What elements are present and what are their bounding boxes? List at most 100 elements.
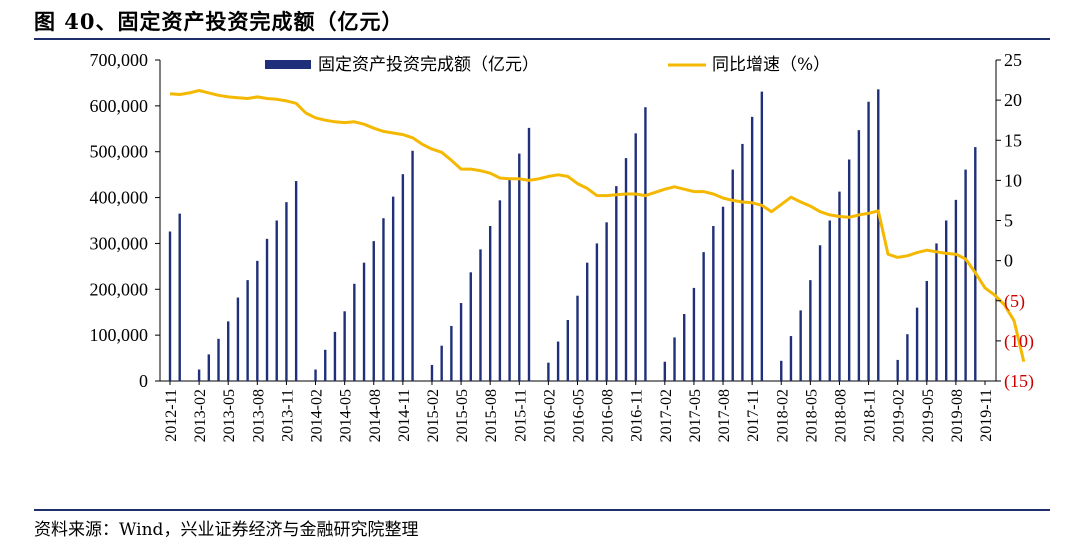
x-tick-label: 2015-08: [483, 389, 500, 442]
x-tick-label: 2017-05: [687, 389, 704, 442]
investment-bar: [896, 359, 899, 381]
investment-bar: [780, 360, 783, 381]
x-tick-label: 2015-02: [425, 389, 442, 442]
investment-bar: [818, 245, 822, 381]
right-tick-label: (5): [1004, 291, 1025, 312]
x-tick-label: 2014-02: [309, 389, 326, 442]
investment-bar: [314, 369, 317, 381]
x-tick-label: 2016-11: [629, 389, 646, 442]
investment-bar: [343, 311, 346, 381]
investment-bar: [324, 349, 327, 381]
investment-bar: [207, 354, 211, 381]
investment-bar: [401, 174, 405, 381]
investment-bar: [217, 338, 220, 381]
investment-bar: [459, 303, 463, 381]
investment-bar: [847, 159, 851, 381]
investment-bar: [799, 310, 802, 381]
left-tick-label: 0: [139, 371, 148, 391]
x-tick-label: 2016-02: [541, 389, 558, 442]
right-tick-label: 5: [1004, 211, 1013, 231]
x-tick-label: 2012-11: [163, 389, 180, 442]
investment-bar: [935, 243, 938, 381]
investment-bar: [508, 177, 511, 381]
investment-bar: [925, 281, 928, 381]
investment-chart: 0 100,000 200,000 300,000 400,000 500,000 600,…: [90, 50, 1035, 442]
investment-bar: [556, 341, 560, 381]
legend-bar-label: 固定资产投资完成额（亿元）: [318, 55, 539, 75]
left-tick-label: 100,000: [90, 325, 149, 345]
investment-bar: [644, 107, 647, 382]
x-tick-label: 2019-05: [920, 389, 937, 442]
investment-bar: [702, 252, 705, 381]
figure-title: 图 40、固定资产投资完成额（亿元）: [34, 9, 404, 34]
investment-bar: [634, 133, 637, 381]
left-tick-label: 300,000: [90, 233, 149, 253]
investment-bar: [275, 220, 278, 381]
investment-bar: [624, 158, 628, 381]
investment-bar: [227, 321, 230, 381]
x-tick-label: 2015-05: [454, 389, 471, 442]
investment-bar: [731, 169, 734, 381]
investment-bar: [615, 186, 618, 381]
investment-bar: [906, 334, 909, 381]
investment-bar: [944, 220, 948, 381]
right-tick-label: (15): [1004, 371, 1034, 392]
investment-bar: [692, 287, 696, 381]
x-tick-label: 2018-05: [803, 389, 820, 442]
x-tick-label: 2013-05: [221, 389, 238, 442]
source-rule: [34, 509, 1050, 511]
investment-bar: [576, 295, 579, 381]
investment-bar: [411, 150, 414, 381]
investment-bar: [663, 361, 667, 381]
left-tick-label: 500,000: [90, 142, 149, 162]
investment-bar: [721, 206, 725, 381]
investment-bar: [673, 337, 676, 381]
investment-bar: [430, 364, 434, 381]
investment-bar: [353, 283, 356, 381]
x-tick-label: 2016-08: [600, 389, 617, 442]
x-tick-label: 2019-02: [891, 389, 908, 442]
investment-bar: [595, 243, 599, 381]
x-tick-label: 2013-11: [279, 389, 296, 442]
investment-bar: [877, 89, 880, 381]
x-tick-label: 2017-08: [716, 389, 733, 442]
investment-bar: [828, 220, 831, 381]
x-tick-label: 2019-08: [949, 389, 966, 442]
x-tick-label: 2017-02: [658, 389, 675, 442]
investment-bar: [450, 325, 453, 381]
left-tick-label: 700,000: [90, 50, 149, 70]
investment-bar: [285, 202, 288, 381]
x-tick-label: 2018-08: [833, 389, 850, 442]
right-axis-ticks: (15) (10) (5) 0 5 10 15 20 25: [996, 50, 1034, 392]
legend-bar-swatch: [265, 60, 311, 69]
legend: 固定资产投资完成额（亿元） 同比增速（%）: [265, 55, 830, 75]
investment-bar: [372, 241, 375, 381]
x-tick-label: 2019-11: [978, 389, 995, 442]
investment-bar: [236, 297, 240, 381]
right-tick-label: (10): [1004, 331, 1034, 352]
investment-bar: [789, 336, 793, 381]
x-tick-label: 2013-08: [250, 389, 267, 442]
bar-series: [168, 89, 977, 382]
growth-line: [169, 89, 1026, 363]
investment-bar: [605, 222, 608, 381]
x-tick-label: 2018-02: [774, 389, 791, 442]
investment-bar: [867, 101, 870, 381]
investment-bar: [741, 143, 744, 381]
left-tick-label: 200,000: [90, 279, 149, 299]
investment-bar: [518, 153, 521, 381]
x-tick-label: 2017-11: [745, 389, 762, 442]
x-axis-ticks: 2012-11 2013-02 2013-05 2013-08 2013-11 2014-…: [163, 381, 995, 442]
left-axis-ticks: 0 100,000 200,000 300,000 400,000 500,000 600,…: [90, 50, 160, 391]
investment-bar: [265, 238, 269, 381]
investment-bar: [750, 116, 754, 381]
investment-bar: [586, 262, 589, 381]
x-tick-label: 2014-05: [338, 389, 355, 442]
right-tick-label: 20: [1004, 90, 1022, 110]
investment-bar: [362, 262, 366, 381]
investment-bar: [333, 331, 337, 381]
investment-bar: [974, 147, 977, 381]
investment-bar: [178, 213, 181, 381]
investment-bar: [294, 181, 298, 381]
x-tick-label: 2015-11: [512, 389, 529, 442]
